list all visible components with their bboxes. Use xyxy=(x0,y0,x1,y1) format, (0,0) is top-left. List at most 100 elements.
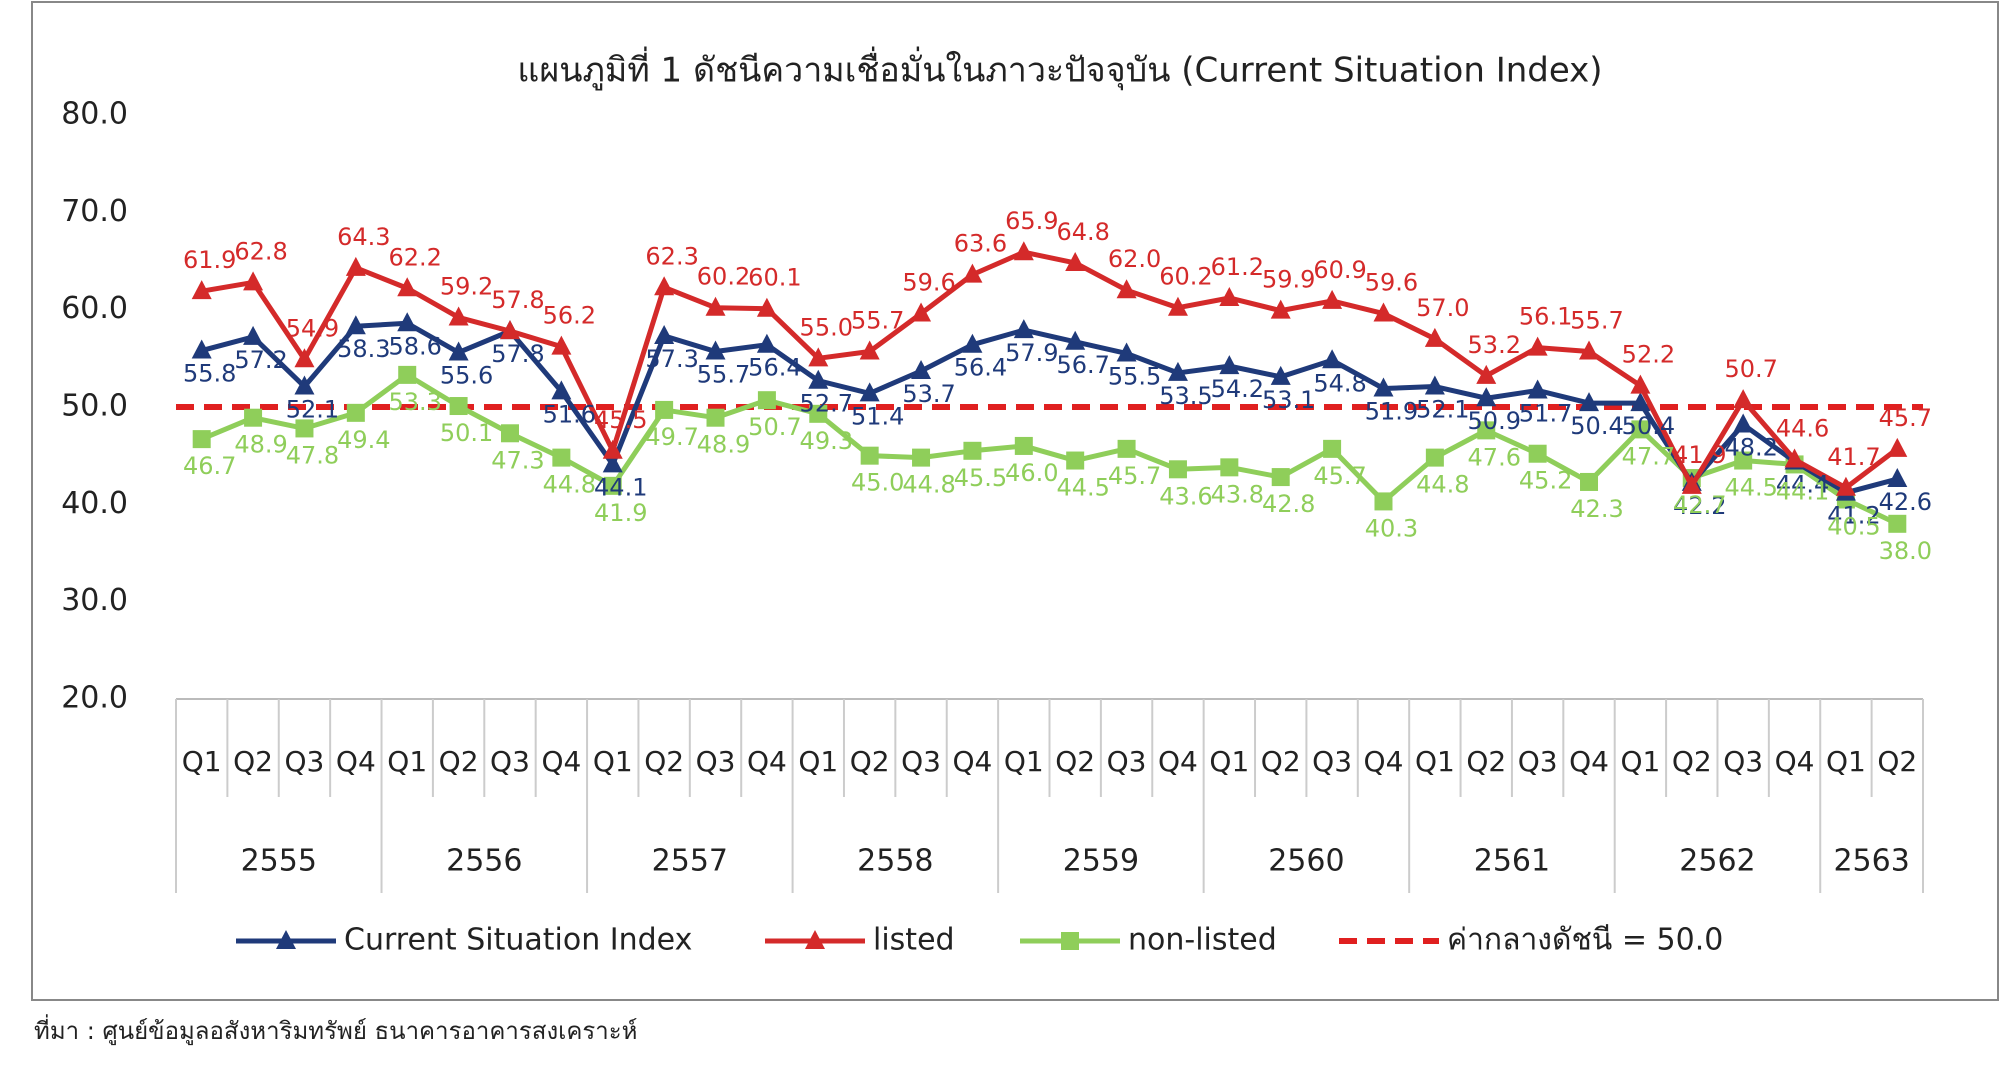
data-point xyxy=(1784,448,1805,468)
data-point xyxy=(1219,355,1240,375)
data-label: 64.3 xyxy=(337,223,390,251)
data-point xyxy=(1425,448,1444,467)
data-point xyxy=(398,365,417,384)
data-label: 48.9 xyxy=(697,431,750,459)
data-label: 56.4 xyxy=(748,354,801,382)
data-label: 62.3 xyxy=(645,242,698,270)
data-label: 53.2 xyxy=(1468,331,1521,359)
data-point xyxy=(1066,451,1085,470)
data-label: 55.0 xyxy=(800,313,853,341)
x-tick-label: Q1 xyxy=(387,745,427,778)
data-label: 55.7 xyxy=(851,307,904,335)
data-point xyxy=(654,276,675,296)
data-label: 59.6 xyxy=(1365,269,1418,297)
data-label: 58.6 xyxy=(389,332,442,360)
data-label: 57.9 xyxy=(1005,339,1058,367)
x-tick-label: Q4 xyxy=(541,745,581,778)
data-label: 57.8 xyxy=(491,286,544,314)
series-line xyxy=(201,249,1899,491)
data-label: 45.5 xyxy=(594,406,647,434)
data-label: 44.6 xyxy=(1776,415,1829,443)
data-point xyxy=(1322,349,1343,369)
data-label: 58.3 xyxy=(337,335,390,363)
data-point xyxy=(1887,468,1908,488)
data-label: 44.1 xyxy=(594,473,647,501)
data-point xyxy=(1270,365,1291,385)
data-point xyxy=(1065,251,1086,271)
data-label: 50.4 xyxy=(1570,412,1623,440)
x-tick-label: Q4 xyxy=(336,745,376,778)
data-label: 49.7 xyxy=(645,423,698,451)
data-label: 41.9 xyxy=(1673,441,1726,469)
data-point xyxy=(243,271,264,291)
data-label: 55.7 xyxy=(1570,307,1623,335)
data-point xyxy=(602,453,623,473)
data-label: 55.8 xyxy=(183,360,236,388)
data-point xyxy=(654,324,675,344)
x-tick-label: Q4 xyxy=(1775,745,1815,778)
data-point xyxy=(1476,364,1497,384)
data-label: 54.9 xyxy=(286,314,339,342)
data-point xyxy=(1734,451,1753,470)
series-line xyxy=(200,372,1899,527)
data-point xyxy=(1373,377,1394,397)
data-point xyxy=(552,448,571,467)
data-point xyxy=(756,333,777,353)
data-label: 42.7 xyxy=(1673,491,1726,519)
x-tick-label: Q4 xyxy=(1364,745,1404,778)
data-label: 62.8 xyxy=(234,237,287,265)
series-line xyxy=(201,320,1898,496)
data-label: 51.9 xyxy=(1365,398,1418,426)
data-point xyxy=(1116,279,1137,299)
legend-marker xyxy=(276,930,296,949)
data-label: 45.7 xyxy=(1313,462,1366,490)
x-tick-label: Q3 xyxy=(1518,745,1558,778)
data-label: 44.8 xyxy=(543,471,596,499)
data-point xyxy=(294,375,315,395)
data-point xyxy=(602,439,623,459)
x-tick-label: Q3 xyxy=(1723,745,1763,778)
x-tick-label: Q3 xyxy=(1312,745,1352,778)
data-label: 65.9 xyxy=(1005,207,1058,235)
x-tick-label: Q1 xyxy=(1826,745,1866,778)
data-point xyxy=(1887,437,1908,457)
x-tick-label: Q3 xyxy=(901,745,941,778)
data-point xyxy=(499,320,520,340)
data-point xyxy=(1219,286,1240,306)
data-label: 47.8 xyxy=(286,441,339,469)
data-label: 52.7 xyxy=(800,390,853,418)
data-label: 45.0 xyxy=(851,469,904,497)
data-label: 47.3 xyxy=(491,446,544,474)
data-point xyxy=(1527,379,1548,399)
data-point xyxy=(1013,319,1034,339)
data-label: 49.4 xyxy=(337,426,390,454)
data-label: 53.3 xyxy=(389,388,442,416)
data-point xyxy=(962,263,983,283)
data-label: 42.8 xyxy=(1262,490,1315,518)
x-group-label: 2558 xyxy=(857,844,933,879)
data-label: 50.7 xyxy=(748,413,801,441)
x-group-label: 2557 xyxy=(652,844,728,879)
data-label: 59.6 xyxy=(902,269,955,297)
data-label: 50.1 xyxy=(440,419,493,447)
data-label: 53.7 xyxy=(902,380,955,408)
data-label: 54.8 xyxy=(1313,369,1366,397)
data-label: 56.1 xyxy=(1519,303,1572,331)
data-point xyxy=(1477,421,1496,440)
data-point xyxy=(1733,389,1754,409)
data-label: 46.0 xyxy=(1005,459,1058,487)
data-point xyxy=(1322,289,1343,309)
x-tick-label: Q3 xyxy=(285,745,325,778)
y-tick-label: 20.0 xyxy=(61,681,128,716)
data-label: 59.2 xyxy=(440,272,493,300)
data-label: 40.5 xyxy=(1827,512,1880,540)
data-label: 43.6 xyxy=(1159,482,1212,510)
x-tick-label: Q2 xyxy=(439,745,479,778)
chart-border xyxy=(31,1,1999,1001)
x-group-label: 2562 xyxy=(1679,844,1755,879)
data-label: 60.1 xyxy=(748,264,801,292)
data-point xyxy=(1373,302,1394,322)
x-tick-label: Q4 xyxy=(747,745,787,778)
data-label: 57.8 xyxy=(491,340,544,368)
